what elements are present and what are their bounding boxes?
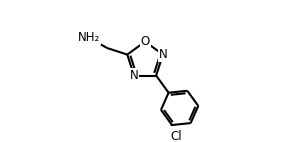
Text: N: N xyxy=(130,69,138,82)
Text: N: N xyxy=(159,48,167,61)
Text: NH₂: NH₂ xyxy=(78,31,100,44)
Text: O: O xyxy=(140,35,150,48)
Text: Cl: Cl xyxy=(170,130,182,142)
